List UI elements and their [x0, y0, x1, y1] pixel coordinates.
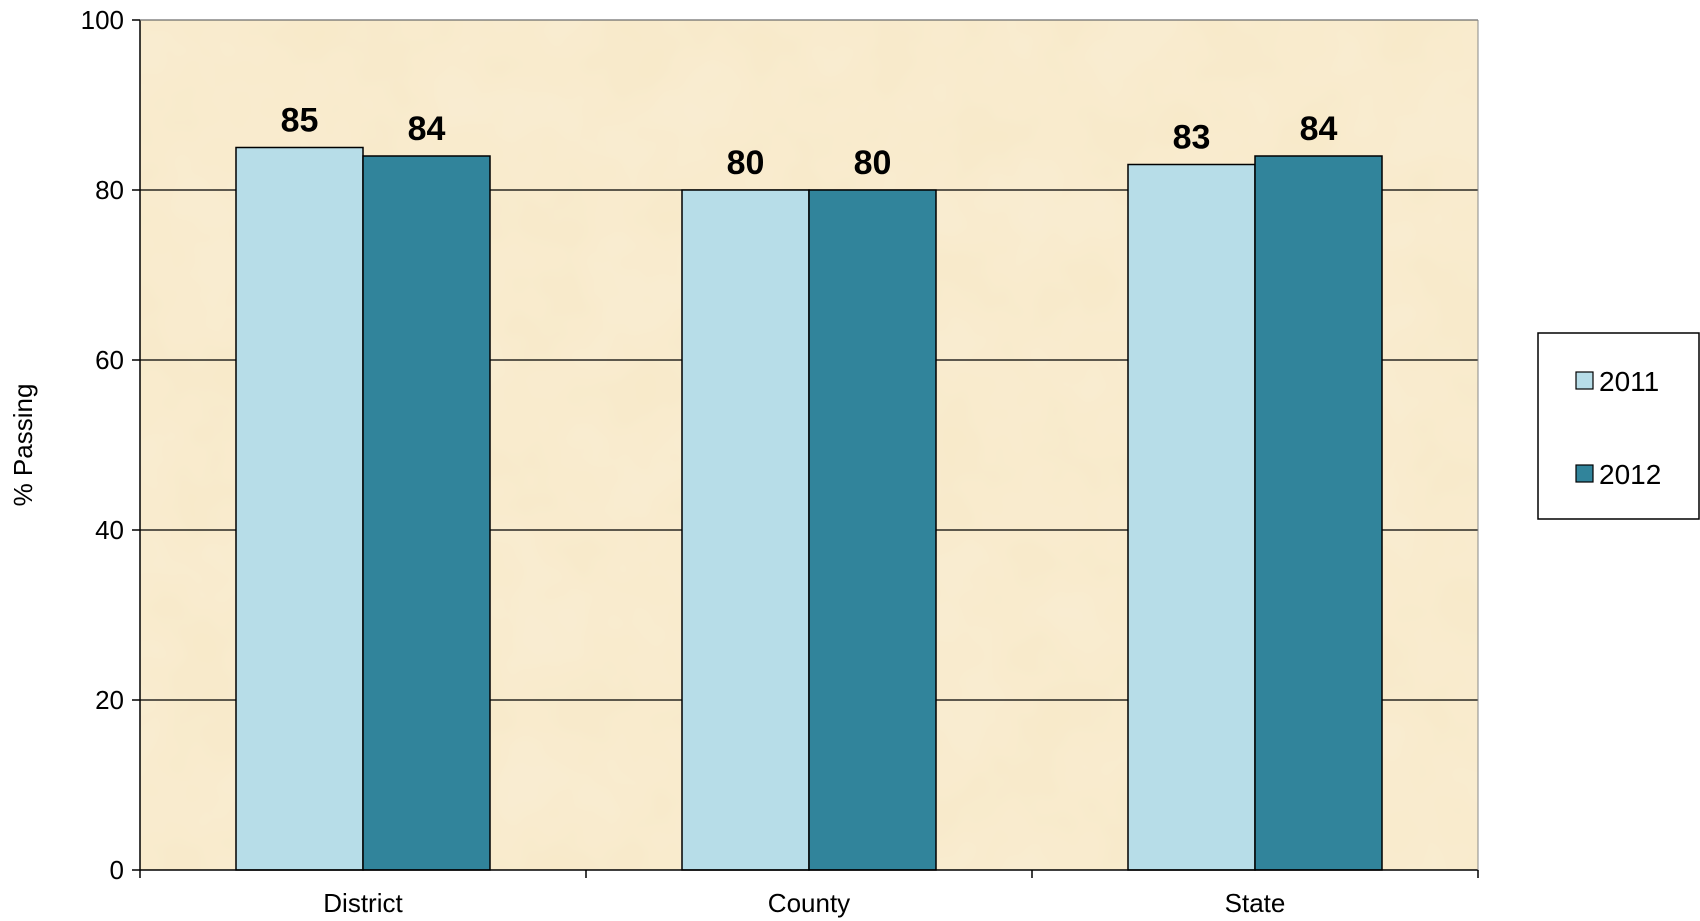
x-tick-label: County — [768, 888, 850, 918]
legend-label-2012: 2012 — [1599, 459, 1661, 490]
data-label: 85 — [281, 102, 319, 140]
y-tick-label: 60 — [95, 345, 124, 375]
y-tick-label: 40 — [95, 515, 124, 545]
bar-2012-district — [362, 155, 491, 871]
x-tick-label: State — [1225, 888, 1286, 918]
data-label: 83 — [1173, 119, 1211, 157]
x-tick-label: District — [323, 888, 403, 918]
data-labels: 85 84 80 80 83 84 — [281, 102, 1338, 183]
y-tick-label: 100 — [81, 5, 124, 35]
bar-2011-district — [235, 146, 364, 871]
legend-box — [1537, 332, 1700, 520]
bars — [235, 146, 1383, 871]
bar-2011-county — [681, 189, 810, 871]
legend-label-2011: 2011 — [1599, 366, 1659, 397]
data-label: 84 — [408, 110, 446, 148]
bar-2012-county — [808, 189, 937, 871]
bar-2012-state — [1254, 155, 1383, 871]
legend: 2011 2012 — [1537, 332, 1700, 520]
legend-swatch-2011 — [1575, 371, 1594, 390]
data-label: 84 — [1300, 110, 1338, 148]
y-tick-label: 20 — [95, 685, 124, 715]
y-tick-label: 80 — [95, 175, 124, 205]
y-axis-title: % Passing — [8, 384, 38, 507]
legend-swatch-2012 — [1575, 464, 1594, 483]
data-label: 80 — [727, 144, 765, 182]
data-label: 80 — [854, 144, 892, 182]
axes: 0 20 40 60 80 100 District County State — [81, 5, 1479, 918]
y-tick-label: 0 — [110, 855, 124, 885]
bar-2011-state — [1127, 163, 1256, 871]
